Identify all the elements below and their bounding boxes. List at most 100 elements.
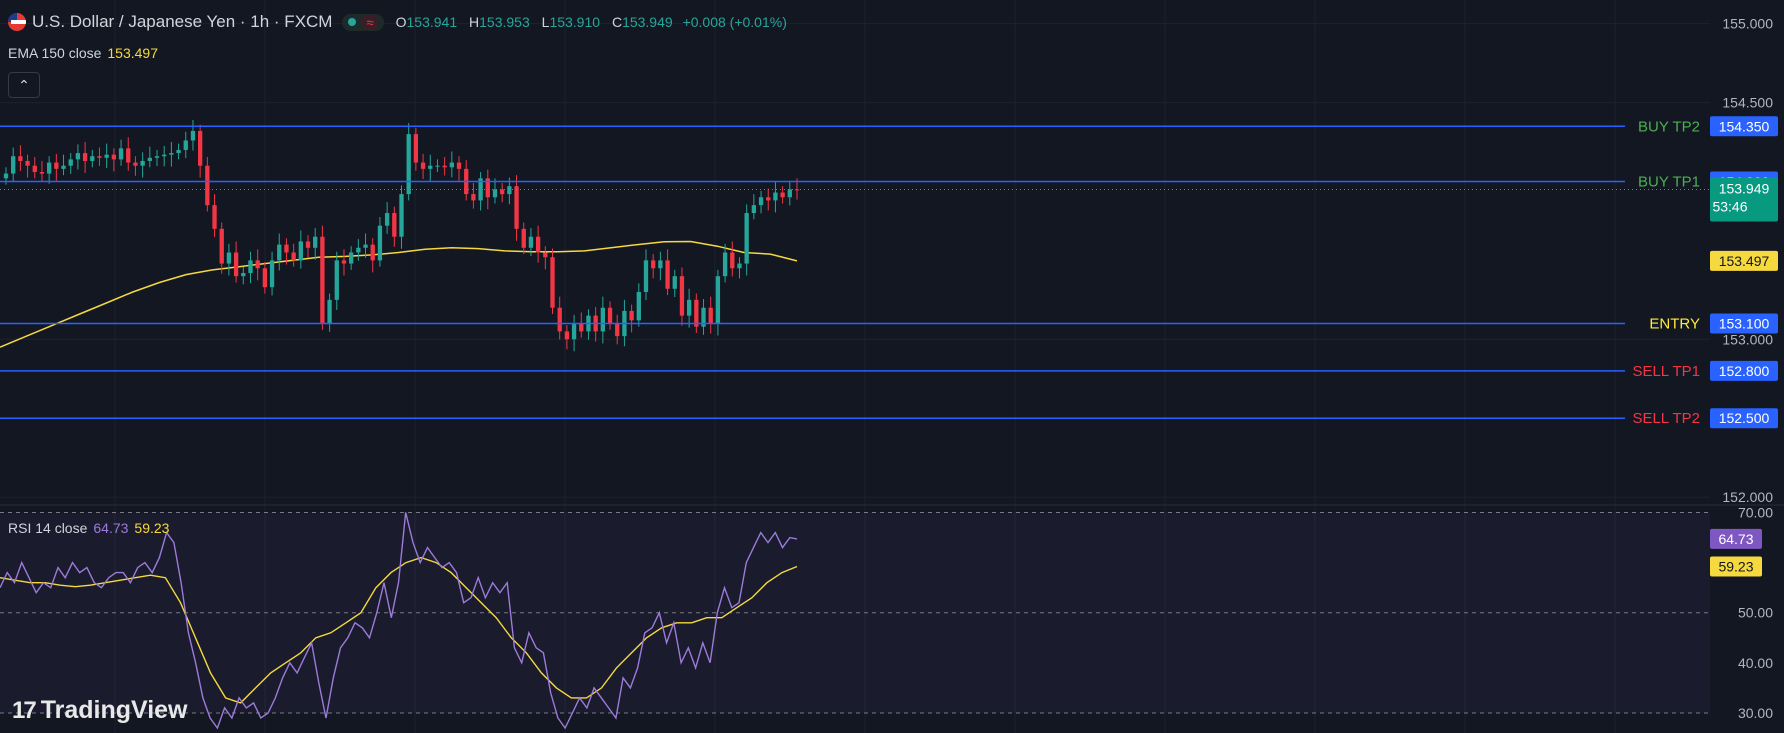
candle-body xyxy=(205,165,210,206)
candle-body xyxy=(571,323,577,340)
candle-body xyxy=(780,192,785,198)
ema-legend-value: 153.497 xyxy=(107,45,158,61)
level-label: ENTRY xyxy=(1649,316,1700,333)
candle-body xyxy=(320,236,325,324)
candle-body xyxy=(140,160,145,166)
symbol-header: U.S. Dollar / Japanese Yen · 1h · FXCM ≈… xyxy=(8,12,787,32)
candle-body xyxy=(341,260,347,264)
candle-body xyxy=(679,276,685,316)
candle-body xyxy=(298,241,303,261)
candle-body xyxy=(615,323,620,337)
ema-price-tag-text: 153.497 xyxy=(1719,253,1770,269)
rsi-legend-label: RSI 14 close xyxy=(8,520,88,536)
rsi-ma-value-tag-text: 59.23 xyxy=(1718,558,1753,574)
low-label: L xyxy=(541,14,550,30)
change-value: +0.008 (+0.01%) xyxy=(682,14,787,30)
open-value: 153.941 xyxy=(406,14,458,30)
candle-body xyxy=(535,236,541,253)
candle-body xyxy=(722,252,728,277)
candle-body xyxy=(629,310,634,321)
candle-body xyxy=(420,162,426,169)
ema-price-tag xyxy=(1710,250,1778,271)
market-status-pill[interactable]: ≈ xyxy=(342,13,384,31)
symbol-title[interactable]: U.S. Dollar / Japanese Yen · 1h · FXCM xyxy=(32,12,333,31)
candle-body xyxy=(708,307,713,324)
low-value: 153.910 xyxy=(549,14,601,30)
candle-body xyxy=(730,252,735,269)
candle-body xyxy=(406,134,411,195)
candle-body xyxy=(18,156,23,161)
candle-body xyxy=(248,260,253,274)
candle-body xyxy=(327,299,332,324)
close-label: C xyxy=(611,14,623,30)
price-tick-label: 153.000 xyxy=(1722,331,1773,347)
open-label: O xyxy=(395,14,407,30)
ema-legend-label: EMA 150 close xyxy=(8,45,102,61)
candle-body xyxy=(413,134,419,163)
level-label: BUY TP2 xyxy=(1638,118,1700,135)
candle-body xyxy=(241,273,246,277)
collapse-legend-button[interactable]: ⌃ xyxy=(8,72,40,98)
ema-line xyxy=(0,240,798,348)
level-price-tag xyxy=(1710,408,1778,429)
high-value: 153.953 xyxy=(479,14,530,30)
tradingview-logo[interactable]: 17 TradingView xyxy=(12,696,188,725)
candle-body xyxy=(133,162,138,166)
rsi-tick-label: 70.00 xyxy=(1738,505,1773,521)
candle-body xyxy=(269,260,275,288)
level-price-tag-text: 152.500 xyxy=(1719,410,1770,426)
candle-body xyxy=(284,244,289,253)
tradingview-logo-icon: 17 xyxy=(12,696,37,724)
level-price-tag xyxy=(1710,360,1778,381)
candle-body xyxy=(291,252,296,261)
candle-body xyxy=(500,189,505,195)
rsi-value-tag xyxy=(1710,528,1762,549)
data-status-icon: ≈ xyxy=(362,14,378,30)
candle-body xyxy=(758,197,764,206)
rsi-legend-value: 64.73 xyxy=(93,520,129,536)
rsi-tick-label: 50.00 xyxy=(1738,605,1773,621)
candle-body xyxy=(528,236,534,248)
candle-body xyxy=(54,162,59,169)
countdown-text: 53:46 xyxy=(1712,199,1747,215)
candle-body xyxy=(104,154,109,158)
ema-legend[interactable]: EMA 150 close 153.497 xyxy=(8,45,158,61)
rsi-value-tag-text: 64.73 xyxy=(1718,531,1753,547)
candle-body xyxy=(715,276,721,324)
candle-body xyxy=(600,307,606,332)
rsi-ma-value-tag xyxy=(1710,556,1762,577)
candle-body xyxy=(162,154,167,157)
candle-body xyxy=(492,189,498,198)
candle-body xyxy=(607,307,613,324)
candle-body xyxy=(197,130,203,166)
level-price-tag-text: 153.100 xyxy=(1719,316,1770,332)
ohlc-readout: O153.941 H153.953 L153.910 C153.949 +0.0… xyxy=(396,14,787,30)
candle-body xyxy=(658,260,663,269)
candle-body xyxy=(154,156,160,158)
rsi-legend[interactable]: RSI 14 close 64.73 59.23 xyxy=(8,520,169,536)
candle-body xyxy=(377,225,383,261)
level-price-tag-text: 154.350 xyxy=(1719,118,1770,134)
rsi-line xyxy=(0,512,798,730)
level-label: SELL TP2 xyxy=(1632,410,1700,427)
candle-body xyxy=(25,160,30,166)
close-value: 153.949 xyxy=(622,14,673,30)
level-price-tag xyxy=(1710,116,1778,137)
candle-body xyxy=(384,213,390,226)
candle-body xyxy=(75,153,81,160)
candle-body xyxy=(118,148,124,160)
candle-body xyxy=(787,189,792,198)
ema-polyline xyxy=(0,240,798,348)
candle-body xyxy=(435,165,440,167)
rsi-tick-label: 40.00 xyxy=(1738,655,1773,671)
candle-body xyxy=(39,172,45,174)
candle-body xyxy=(773,192,778,201)
rsi-ma-legend-value: 59.23 xyxy=(134,520,170,536)
candle-body xyxy=(636,291,641,321)
candle-body xyxy=(46,162,52,174)
candle-body xyxy=(428,165,433,169)
candle-body xyxy=(507,186,512,195)
candle-body xyxy=(370,244,375,261)
